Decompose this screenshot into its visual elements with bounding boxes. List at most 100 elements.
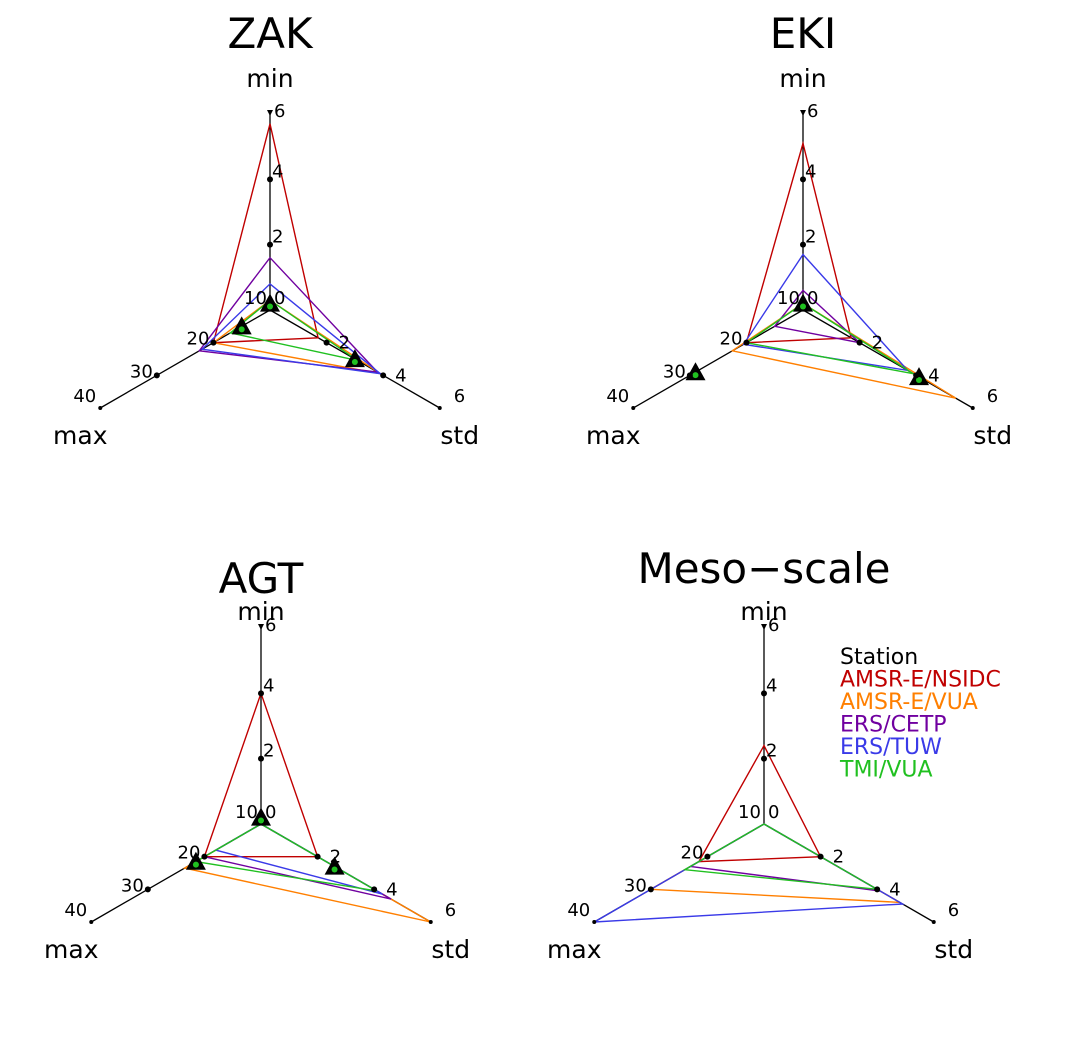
axis-name-min: min: [740, 597, 787, 626]
panel-title: Meso−scale: [637, 544, 890, 593]
tick-mark-max-30: [153, 372, 160, 379]
axis-name-std: std: [440, 421, 479, 450]
tick-mark-min-4: [267, 176, 273, 183]
tick-std-4: 4: [889, 879, 900, 900]
station-marker-max: [231, 316, 252, 335]
tick-mark-std-4: [913, 372, 920, 379]
station-marker-std: [344, 349, 365, 368]
tick-max-30: 30: [663, 361, 686, 382]
legend-item-station: Station: [840, 645, 918, 670]
axis-line-max: [632, 309, 804, 409]
tick-min-4: 4: [272, 161, 283, 182]
tick-mark-max-30: [144, 886, 151, 893]
series-tmi-vua: [682, 823, 878, 890]
tick-mark-std-2: [323, 339, 330, 346]
series-tmi-vua: [228, 299, 359, 362]
axis-name-max: max: [53, 421, 107, 450]
tick-min-2: 2: [805, 227, 816, 248]
tick-mark-std-4: [874, 886, 881, 893]
tick-mark-min-6: [267, 110, 273, 116]
tick-max-10: 10: [777, 288, 800, 309]
series-amsr-e-nsidc: [745, 140, 852, 344]
panel-title: ZAK: [227, 9, 314, 58]
radar-panel-2: EKI min 0 2 4 6 2 4 6 10 20 30 40 std max: [586, 9, 1012, 450]
series-ers-tuw: [200, 282, 383, 375]
tick-mark-std-4: [380, 372, 387, 379]
legend-item-amsr-e-vua: AMSR-E/VUA: [840, 690, 978, 715]
tick-mark-min-4: [800, 176, 806, 183]
tick-min-6: 6: [274, 101, 285, 122]
station-marker-base-max: [692, 372, 699, 379]
series-ers-cetp: [773, 289, 862, 344]
tick-max-20: 20: [681, 843, 704, 864]
station-marker-max: [185, 851, 206, 870]
series-amsr-e-nsidc: [203, 691, 319, 858]
tick-max-30: 30: [130, 361, 153, 382]
tick-std-6: 6: [454, 386, 465, 407]
station-marker-min: [260, 293, 280, 312]
axis-name-max: max: [547, 935, 601, 964]
series-amsr-e-vua: [182, 823, 432, 923]
legend-item-amsr-e-nsidc: AMSR-E/NSIDC: [840, 668, 1001, 693]
tick-max-20: 20: [178, 843, 201, 864]
tick-mark-min-4: [761, 690, 767, 697]
axis-name-min: min: [246, 64, 293, 93]
tick-min-2: 2: [766, 741, 777, 762]
series-ers-tuw: [213, 823, 383, 895]
series-ers-cetp: [202, 823, 392, 900]
tick-std-6: 6: [445, 900, 456, 921]
tick-mark-max-40: [631, 406, 636, 410]
tick-std-6: 6: [948, 900, 959, 921]
tick-mark-max-20: [210, 339, 217, 346]
tick-mark-std-6: [428, 920, 433, 924]
series-tmi-vua: [744, 302, 914, 375]
station-marker-base-std: [915, 376, 922, 383]
tick-mark-std-6: [437, 406, 442, 410]
tick-mark-max-30: [647, 886, 654, 893]
tick-min-4: 4: [805, 161, 816, 182]
radar-panel-4: Meso−scale min 0 2 4 6 2 4 6 10 20 30 40 std max: [547, 544, 973, 964]
tick-max-30: 30: [121, 875, 144, 896]
station-marker-min: [251, 807, 271, 826]
tick-mark-min-2: [761, 755, 767, 762]
axis-name-std: std: [973, 421, 1012, 450]
tick-std-4: 4: [386, 879, 397, 900]
tick-mark-min-4: [258, 690, 264, 697]
axis-name-max: max: [44, 935, 98, 964]
axis-name-min: min: [779, 64, 826, 93]
tick-min-2: 2: [263, 741, 274, 762]
series-ers-cetp: [198, 256, 380, 374]
station-marker-std: [324, 856, 345, 875]
axis-name-max: max: [586, 421, 640, 450]
tick-max-40: 40: [73, 386, 96, 407]
tick-min-4: 4: [766, 675, 777, 696]
tick-mark-std-2: [817, 853, 824, 860]
tick-max-40: 40: [567, 900, 590, 921]
tick-min-6: 6: [807, 101, 818, 122]
station-marker-base-std: [331, 866, 338, 873]
tick-min-0: 0: [265, 802, 276, 823]
panel-title: EKI: [770, 9, 836, 58]
tick-max-10: 10: [738, 802, 761, 823]
tick-mark-min-2: [800, 241, 806, 248]
panel-title: AGT: [219, 554, 304, 603]
series-tmi-vua: [193, 823, 378, 892]
tick-min-0: 0: [807, 288, 818, 309]
legend-item-ers-tuw: ERS/TUW: [840, 735, 942, 760]
tick-min-2: 2: [272, 227, 283, 248]
tick-mark-min-2: [258, 755, 264, 762]
tick-mark-std-6: [970, 406, 975, 410]
tick-mark-max-40: [592, 920, 597, 924]
tick-max-30: 30: [624, 875, 647, 896]
station-marker-base-max: [238, 326, 245, 333]
tick-mark-max-20: [743, 339, 750, 346]
tick-mark-std-4: [371, 886, 378, 893]
tick-mark-std-6: [931, 920, 936, 924]
tick-mark-max-20: [704, 853, 711, 860]
tick-mark-min-6: [800, 110, 806, 116]
tick-std-2: 2: [330, 847, 341, 868]
axis-name-std: std: [431, 935, 470, 964]
series-amsr-e-nsidc: [697, 744, 822, 863]
tick-max-10: 10: [235, 802, 258, 823]
tick-mark-min-6: [258, 624, 264, 630]
